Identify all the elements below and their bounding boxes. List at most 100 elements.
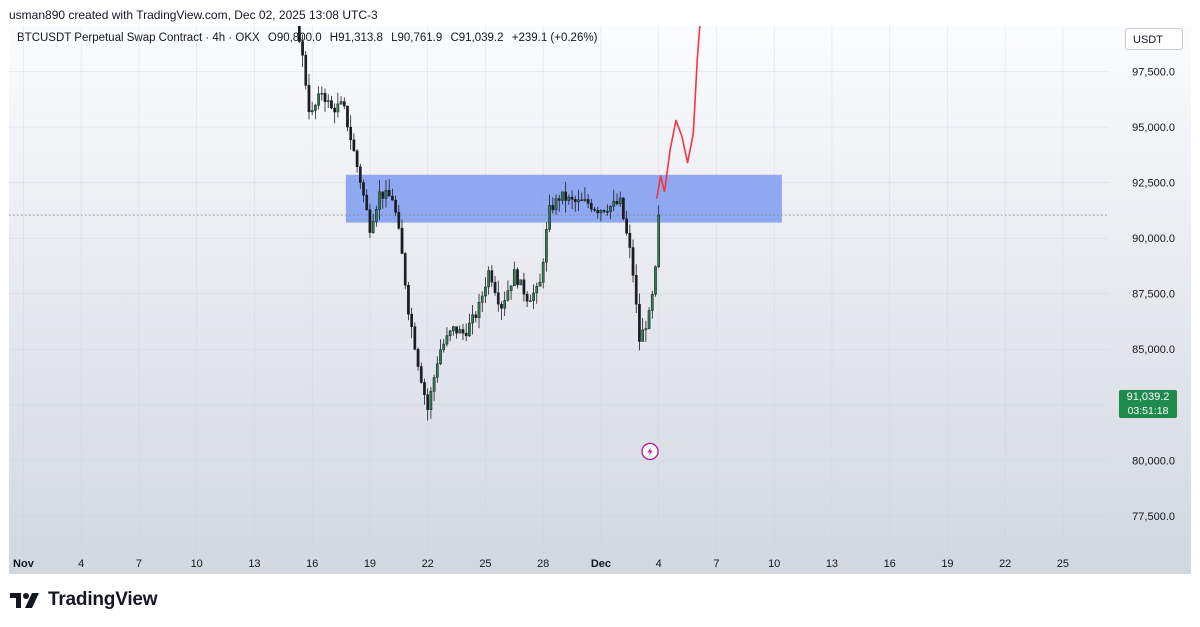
- x-tick-label: Nov: [13, 558, 35, 570]
- y-tick-label: 87,500.0: [1132, 289, 1175, 301]
- candle-body: [480, 295, 484, 303]
- candle-body: [330, 100, 333, 109]
- tradingview-logo-icon: [10, 593, 39, 608]
- candle-body: [529, 300, 532, 302]
- candle-body: [448, 330, 452, 336]
- candle-body: [577, 199, 580, 203]
- ohlc-high: H91,313.8: [329, 32, 383, 44]
- symbol-legend: BTCUSDT Perpetual Swap Contract · 4h · O…: [17, 32, 602, 44]
- candle-body: [634, 275, 638, 305]
- y-tick-label: 77,500.0: [1132, 511, 1175, 523]
- candle-body: [326, 100, 330, 102]
- candle-body: [455, 326, 458, 334]
- candle-body: [365, 194, 369, 210]
- candle-body: [493, 281, 497, 293]
- candle-body: [339, 101, 343, 105]
- tradingview-brand[interactable]: TradingView: [10, 589, 158, 611]
- price-chart[interactable]: 120,000.0117,500.0115,000.0112,500.0110,…: [9, 26, 1191, 574]
- candle-body: [599, 210, 603, 214]
- y-tick-label: 97,500.0: [1132, 66, 1175, 78]
- candle-body: [346, 105, 349, 128]
- candle-body: [628, 232, 632, 248]
- candle-body: [535, 285, 539, 294]
- candle-body: [615, 201, 619, 205]
- candle-body: [525, 293, 529, 302]
- candle-body: [445, 335, 449, 345]
- demand-zone: [345, 174, 782, 223]
- candle-body: [612, 201, 616, 207]
- candle-body: [358, 166, 362, 183]
- y-tick-label: 80,000.0: [1132, 455, 1175, 467]
- candle-body: [307, 85, 311, 113]
- ohlc-low: L90,761.9: [391, 32, 443, 44]
- candle-body: [538, 281, 542, 287]
- candle-body: [638, 303, 641, 342]
- x-tick-label: 13: [248, 558, 260, 570]
- x-tick-label: 4: [78, 558, 84, 570]
- candle-body: [410, 313, 413, 327]
- candle-body: [516, 269, 519, 286]
- candle-body: [487, 270, 490, 288]
- candle-body: [509, 285, 513, 291]
- candle-body: [567, 196, 571, 201]
- x-tick-label: 16: [884, 558, 896, 570]
- x-tick-label: Dec: [591, 558, 611, 570]
- candle-body: [400, 227, 404, 254]
- x-tick-label: 10: [191, 558, 203, 570]
- candle-body: [429, 391, 433, 410]
- candle-body: [397, 211, 401, 229]
- ohlc-change: +239.1 (+0.26%): [511, 32, 598, 44]
- last-price-label: 91,039.2: [1119, 390, 1177, 405]
- candle-body: [468, 322, 471, 337]
- y-tick-label: 90,000.0: [1132, 233, 1175, 245]
- grid: [9, 26, 1109, 554]
- candle-body: [650, 293, 654, 311]
- candle-body: [336, 103, 340, 113]
- candle-body: [310, 110, 314, 113]
- projection-path: [655, 26, 701, 199]
- currency-button[interactable]: USDT: [1125, 28, 1183, 50]
- candle-body: [442, 343, 446, 351]
- y-tick-label: 95,000.0: [1132, 122, 1175, 134]
- candle-body: [586, 199, 590, 204]
- candle-body: [622, 197, 625, 220]
- candle-body: [596, 210, 600, 214]
- candle-body: [606, 211, 609, 213]
- candle-body: [375, 209, 378, 222]
- candle-body: [641, 329, 644, 342]
- candle-body: [371, 221, 375, 233]
- candle-body: [349, 126, 353, 141]
- candle-body: [394, 199, 397, 213]
- candle-body: [320, 93, 324, 95]
- candle-body: [580, 199, 584, 201]
- candle-body: [419, 366, 423, 383]
- candle-body: [477, 302, 481, 318]
- candle-body: [439, 349, 442, 365]
- x-tick-label: 22: [999, 558, 1011, 570]
- chart-caption: usman890 created with TradingView.com, D…: [9, 8, 378, 22]
- candle-body: [519, 279, 523, 286]
- candle-body: [362, 182, 365, 196]
- candle-body: [573, 199, 577, 203]
- candle-body: [631, 247, 635, 276]
- candle-body: [304, 54, 308, 86]
- candle-body: [564, 191, 567, 201]
- chart-panel[interactable]: BTCUSDT Perpetual Swap Contract · 4h · O…: [9, 26, 1191, 574]
- x-tick-label: 7: [136, 558, 142, 570]
- x-tick-label: 25: [1057, 558, 1069, 570]
- candle-body: [381, 191, 385, 199]
- x-tick-label: 4: [656, 558, 662, 570]
- candle-body: [570, 196, 574, 200]
- candle-body: [452, 326, 455, 332]
- candle-body: [657, 214, 661, 267]
- candle-body: [416, 349, 420, 367]
- x-tick-label: 19: [941, 558, 953, 570]
- candle-body: [458, 329, 462, 334]
- candle-body: [625, 218, 628, 234]
- candle-body: [609, 205, 612, 213]
- candle-body: [561, 191, 564, 201]
- candle-body: [471, 314, 474, 324]
- candle-body: [583, 199, 587, 201]
- x-tick-label: 25: [479, 558, 491, 570]
- candle-body: [541, 261, 545, 283]
